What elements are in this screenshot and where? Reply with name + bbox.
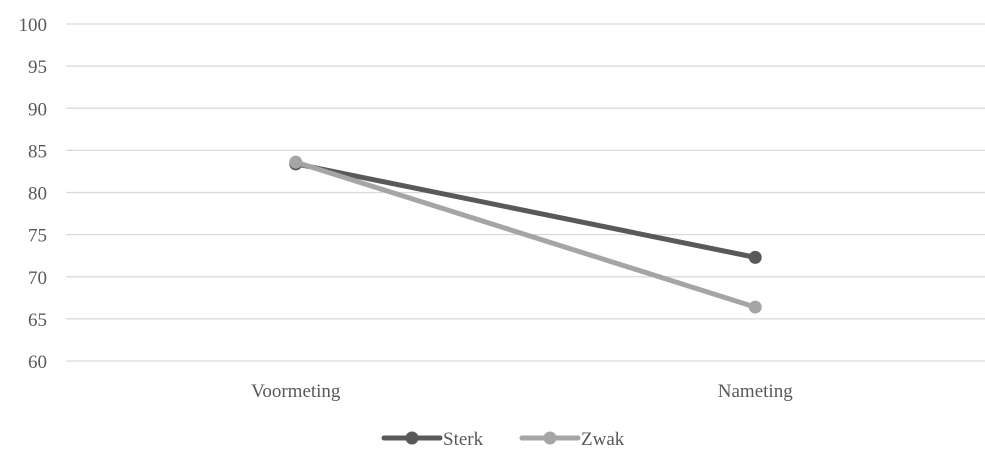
legend-label: Zwak — [581, 429, 625, 450]
series-zwak — [289, 155, 762, 314]
legend: Sterk Zwak — [381, 429, 625, 450]
legend-label: Sterk — [443, 429, 484, 450]
y-tick-label: 85 — [28, 141, 47, 162]
data-point — [748, 300, 762, 314]
legend-item-sterk: Sterk — [381, 429, 484, 450]
data-point — [289, 155, 303, 169]
y-tick-label: 75 — [28, 226, 47, 247]
x-axis-tick-labels: Voormeting Nameting — [251, 381, 793, 402]
y-tick-label: 70 — [28, 268, 47, 289]
data-point — [748, 250, 762, 264]
series-line — [293, 161, 758, 260]
y-tick-label: 60 — [28, 352, 47, 373]
y-tick-label: 65 — [28, 310, 47, 331]
x-tick-label: Voormeting — [251, 381, 341, 402]
y-tick-label: 90 — [28, 99, 47, 120]
legend-marker-icon — [543, 431, 557, 445]
gridlines — [66, 23, 985, 362]
x-tick-label: Nameting — [718, 381, 793, 402]
series-sterk — [289, 157, 762, 264]
legend-item-zwak: Zwak — [519, 429, 625, 450]
legend-marker-icon — [405, 431, 419, 445]
y-axis-tick-labels: 60 65 70 75 80 85 90 95 100 — [19, 15, 48, 373]
y-tick-label: 100 — [19, 15, 48, 36]
y-tick-label: 80 — [28, 184, 47, 205]
series-lines — [289, 155, 762, 314]
y-tick-label: 95 — [28, 57, 47, 78]
series-line — [293, 159, 758, 310]
